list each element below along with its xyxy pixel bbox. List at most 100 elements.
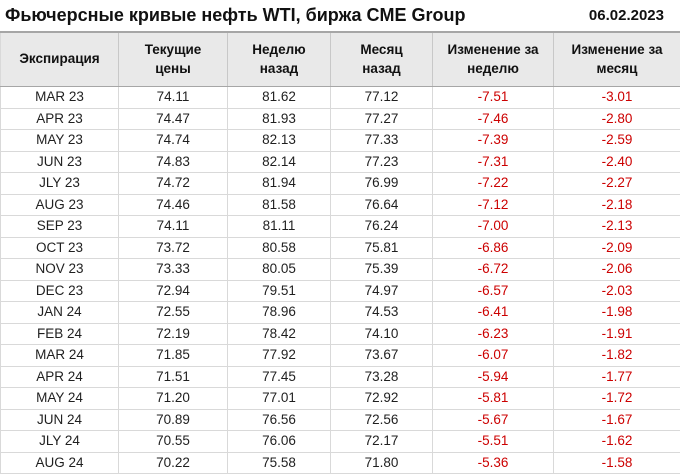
value-cell: -6.41 [432, 301, 554, 324]
table-row: JAN 24 72.55 78.96 74.53 -6.41 -1.98 [0, 301, 680, 324]
value-cell: -2.09 [553, 237, 680, 259]
value-cell: 72.94 [118, 280, 228, 302]
value-cell: 74.74 [118, 129, 228, 152]
table-row: DEC 23 72.94 79.51 74.97 -6.57 -2.03 [0, 280, 680, 302]
value-cell: -7.22 [432, 172, 554, 195]
expiration-cell: AUG 24 [0, 452, 119, 474]
expiration-cell: JLY 23 [0, 172, 119, 195]
value-cell: 74.97 [330, 280, 433, 302]
value-cell: 70.22 [118, 452, 228, 474]
column-header: Текущие цены [118, 31, 228, 87]
value-cell: 77.92 [227, 344, 331, 367]
column-header: Неделю назад [227, 31, 331, 87]
value-cell: -2.59 [553, 129, 680, 152]
value-cell: -2.40 [553, 151, 680, 173]
expiration-cell: JAN 24 [0, 301, 119, 324]
table-row: MAR 23 74.11 81.62 77.12 -7.51 -3.01 [0, 86, 680, 109]
column-header: Месяц назад [330, 31, 433, 87]
value-cell: 76.06 [227, 430, 331, 453]
expiration-cell: JUN 24 [0, 409, 119, 431]
table-row: OCT 23 73.72 80.58 75.81 -6.86 -2.09 [0, 237, 680, 259]
value-cell: -7.46 [432, 108, 554, 130]
expiration-cell: JUN 23 [0, 151, 119, 173]
value-cell: -2.13 [553, 215, 680, 238]
value-cell: -1.91 [553, 323, 680, 345]
value-cell: 81.62 [227, 86, 331, 109]
table-row: AUG 23 74.46 81.58 76.64 -7.12 -2.18 [0, 194, 680, 216]
expiration-cell: SEP 23 [0, 215, 119, 238]
table-row: AUG 24 70.22 75.58 71.80 -5.36 -1.58 [0, 452, 680, 474]
value-cell: -2.27 [553, 172, 680, 195]
expiration-cell: AUG 23 [0, 194, 119, 216]
value-cell: 77.33 [330, 129, 433, 152]
table-row: APR 24 71.51 77.45 73.28 -5.94 -1.77 [0, 366, 680, 388]
value-cell: 73.33 [118, 258, 228, 281]
value-cell: 74.46 [118, 194, 228, 216]
value-cell: -6.23 [432, 323, 554, 345]
value-cell: -1.62 [553, 430, 680, 453]
expiration-cell: DEC 23 [0, 280, 119, 302]
column-header: Изменение за неделю [432, 31, 554, 87]
value-cell: 78.96 [227, 301, 331, 324]
value-cell: -2.18 [553, 194, 680, 216]
value-cell: -7.00 [432, 215, 554, 238]
value-cell: 74.10 [330, 323, 433, 345]
value-cell: 81.58 [227, 194, 331, 216]
value-cell: 74.47 [118, 108, 228, 130]
table-row: NOV 23 73.33 80.05 75.39 -6.72 -2.06 [0, 258, 680, 281]
table-row: SEP 23 74.11 81.11 76.24 -7.00 -2.13 [0, 215, 680, 238]
value-cell: -2.80 [553, 108, 680, 130]
value-cell: 77.45 [227, 366, 331, 388]
table-row: JLY 23 74.72 81.94 76.99 -7.22 -2.27 [0, 172, 680, 195]
table-row: MAY 23 74.74 82.13 77.33 -7.39 -2.59 [0, 129, 680, 152]
value-cell: -1.58 [553, 452, 680, 474]
value-cell: 77.01 [227, 387, 331, 410]
value-cell: -7.39 [432, 129, 554, 152]
value-cell: 73.28 [330, 366, 433, 388]
futures-table: Экспирация Текущие цены Неделю назад Месяц … [0, 31, 680, 474]
header-row: Экспирация Текущие цены Неделю назад Месяц … [0, 31, 680, 87]
table-row: APR 23 74.47 81.93 77.27 -7.46 -2.80 [0, 108, 680, 130]
value-cell: 70.55 [118, 430, 228, 453]
expiration-cell: MAY 23 [0, 129, 119, 152]
value-cell: -1.67 [553, 409, 680, 431]
page-title: Фьючерсные кривые нефть WTI, биржа CME G… [5, 5, 466, 25]
value-cell: -1.82 [553, 344, 680, 367]
value-cell: 78.42 [227, 323, 331, 345]
value-cell: 75.58 [227, 452, 331, 474]
value-cell: -5.51 [432, 430, 554, 453]
value-cell: -6.07 [432, 344, 554, 367]
table-row: JLY 24 70.55 76.06 72.17 -5.51 -1.62 [0, 430, 680, 453]
value-cell: 73.72 [118, 237, 228, 259]
table-row: FEB 24 72.19 78.42 74.10 -6.23 -1.91 [0, 323, 680, 345]
value-cell: 70.89 [118, 409, 228, 431]
expiration-cell: MAR 23 [0, 86, 119, 109]
value-cell: 71.85 [118, 344, 228, 367]
value-cell: -1.98 [553, 301, 680, 324]
table-row: JUN 23 74.83 82.14 77.23 -7.31 -2.40 [0, 151, 680, 173]
table-row: MAY 24 71.20 77.01 72.92 -5.81 -1.72 [0, 387, 680, 410]
value-cell: 72.17 [330, 430, 433, 453]
value-cell: 81.93 [227, 108, 331, 130]
value-cell: 80.58 [227, 237, 331, 259]
value-cell: 74.53 [330, 301, 433, 324]
value-cell: 71.51 [118, 366, 228, 388]
value-cell: -1.77 [553, 366, 680, 388]
value-cell: 72.56 [330, 409, 433, 431]
value-cell: -2.03 [553, 280, 680, 302]
value-cell: -7.12 [432, 194, 554, 216]
value-cell: 77.12 [330, 86, 433, 109]
value-cell: 74.83 [118, 151, 228, 173]
report-titlebar: Фьючерсные кривые нефть WTI, биржа CME G… [0, 0, 680, 31]
value-cell: 72.19 [118, 323, 228, 345]
expiration-cell: MAR 24 [0, 344, 119, 367]
value-cell: 81.94 [227, 172, 331, 195]
value-cell: 81.11 [227, 215, 331, 238]
table-body: MAR 23 74.11 81.62 77.12 -7.51 -3.01 APR 23 74.… [0, 86, 680, 474]
value-cell: -6.72 [432, 258, 554, 281]
value-cell: -1.72 [553, 387, 680, 410]
value-cell: -7.31 [432, 151, 554, 173]
table-row: MAR 24 71.85 77.92 73.67 -6.07 -1.82 [0, 344, 680, 367]
value-cell: 76.24 [330, 215, 433, 238]
